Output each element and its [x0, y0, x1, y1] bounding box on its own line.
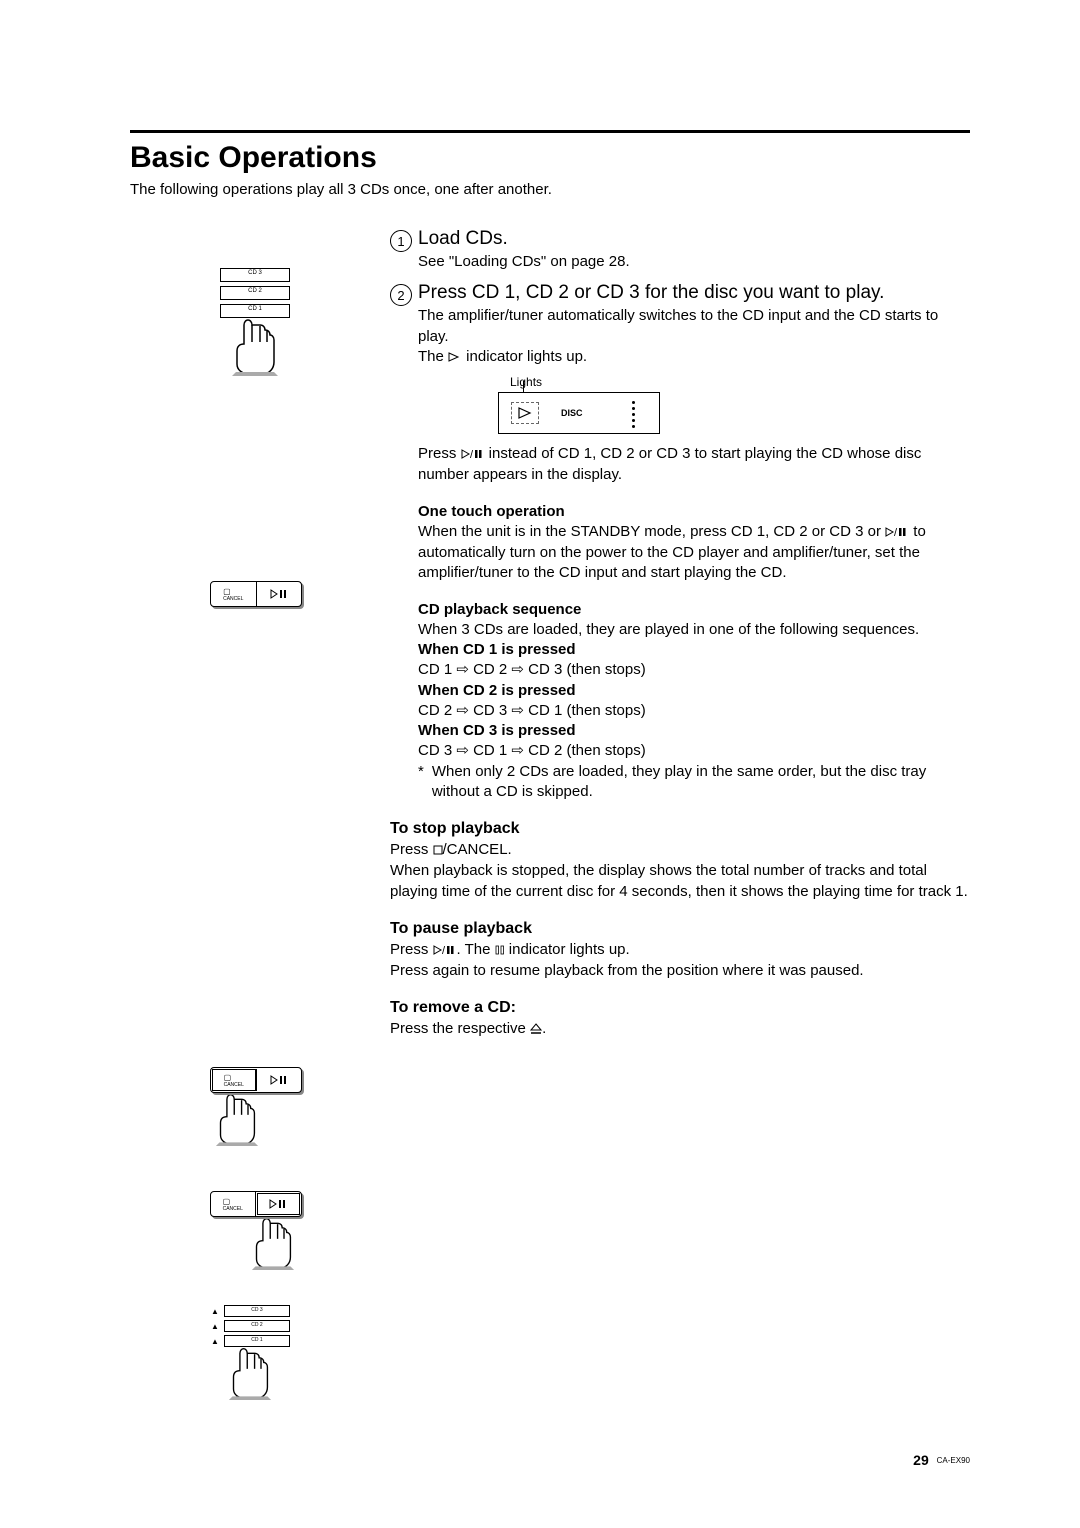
step-number: 2 [390, 284, 412, 306]
step-title: Press CD 1, CD 2 or CD 3 for the disc yo… [418, 282, 884, 304]
seq-heading: When CD 3 is pressed [418, 721, 970, 741]
hand-icon [212, 1091, 390, 1151]
body-text: Press /CANCEL. [390, 840, 970, 861]
section-heading: To remove a CD: [390, 999, 970, 1017]
body-text: Press again to resume playback from the … [390, 961, 970, 981]
svg-text:/: / [894, 527, 898, 537]
hand-icon [230, 316, 390, 381]
body-text: When the unit is in the STANDBY mode, pr… [418, 522, 970, 584]
body-text: When 3 CDs are loaded, they are played i… [418, 620, 970, 640]
illustration-play-panel: ▢CANCEL [130, 581, 390, 607]
step-number: 1 [390, 230, 412, 252]
stop-icon [433, 841, 443, 861]
body-text: When playback is stopped, the display sh… [390, 861, 970, 902]
hand-icon [248, 1215, 390, 1275]
eject-icon [530, 1020, 542, 1040]
svg-text:/: / [470, 449, 474, 459]
illustration-cd-buttons: CD 3 CD 2 CD 1 [130, 268, 390, 381]
pause-icon [495, 941, 505, 961]
step-body-text: The amplifier/tuner automatically switch… [418, 306, 970, 347]
page-title: Basic Operations [130, 141, 970, 175]
disc-label: DISC [561, 407, 583, 419]
section-heading: To stop playback [390, 820, 970, 838]
play-icon [448, 348, 462, 368]
section-heading: To pause playback [390, 920, 970, 938]
play-pause-icon: / [885, 523, 909, 543]
display-diagram: Lights DISC [498, 374, 970, 434]
step-title: Load CDs. [418, 228, 508, 250]
seq-heading: When CD 2 is pressed [418, 681, 970, 701]
play-pause-icon: / [461, 445, 485, 465]
page-number: 29 [913, 1452, 929, 1468]
step-1: 1 Load CDs. See "Loading CDs" on page 28… [390, 228, 970, 272]
play-pause-icon: / [433, 941, 457, 961]
cd3-button-graphic: CD 3 [220, 268, 290, 282]
illustration-eject-buttons: ▲CD 3 ▲CD 2 ▲CD 1 [130, 1305, 390, 1405]
hand-icon [225, 1345, 390, 1405]
page-footer: 29 CA-EX90 [913, 1452, 970, 1468]
illustration-stop-panel: ▢CANCEL [130, 1067, 390, 1151]
step-note: See "Loading CDs" on page 28. [418, 252, 970, 272]
subheading: CD playback sequence [418, 600, 970, 620]
seq-line: CD 2 ⇨ CD 3 ⇨ CD 1 (then stops) [418, 701, 970, 721]
seq-heading: When CD 1 is pressed [418, 640, 970, 660]
body-text: Press /. The indicator lights up. [390, 940, 970, 961]
svg-text:/: / [442, 945, 446, 955]
footnote: *When only 2 CDs are loaded, they play i… [418, 762, 970, 803]
body-text: Press the respective . [390, 1019, 970, 1040]
subheading: One touch operation [418, 502, 970, 522]
play-indicator-icon [511, 402, 539, 424]
illustration-pause-panel: ▢CANCEL [130, 1191, 390, 1275]
seq-line: CD 1 ⇨ CD 2 ⇨ CD 3 (then stops) [418, 660, 970, 680]
press-note: Press / instead of CD 1, CD 2 or CD 3 to… [418, 444, 970, 486]
step-body-text: The indicator lights up. [418, 347, 970, 368]
seq-line: CD 3 ⇨ CD 1 ⇨ CD 2 (then stops) [418, 741, 970, 761]
step-2: 2 Press CD 1, CD 2 or CD 3 for the disc … [390, 282, 970, 802]
model-code: CA-EX90 [937, 1456, 970, 1465]
cd2-button-graphic: CD 2 [220, 286, 290, 300]
intro-text: The following operations play all 3 CDs … [130, 181, 970, 198]
